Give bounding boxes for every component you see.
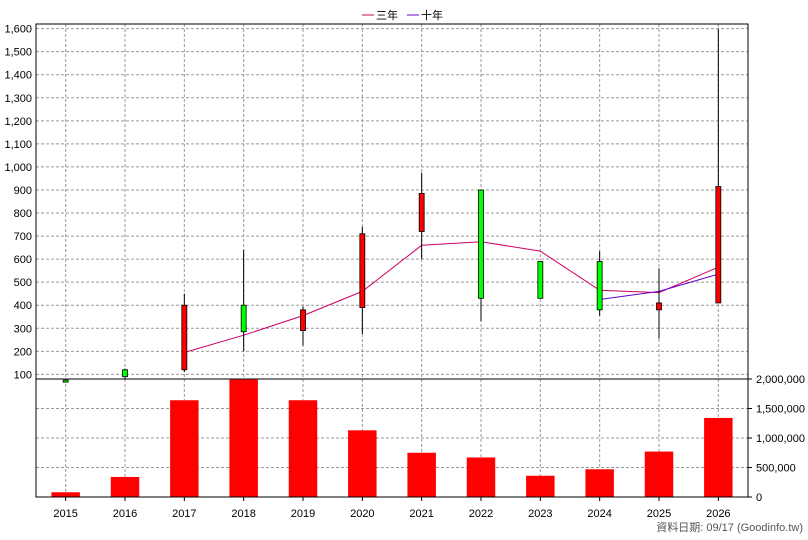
x-tick-label: 2021 [409, 508, 433, 520]
candle-body [359, 233, 366, 308]
volume-bar [288, 400, 318, 497]
legend-label-ten-year: 十年 [421, 8, 443, 22]
x-axis: 2015 2016 2017 2018 2019 2020 2021 2022 2023 2024… [53, 497, 731, 520]
price-y-axis: 100 200 300 400 500 600 700 800 900 1,000 1,100 1,2… [4, 24, 32, 382]
moving-average-line [184, 241, 719, 353]
volume-bar [466, 457, 496, 497]
volume-bar [644, 451, 674, 497]
footer-source: 資料日期: 09/17 (Goodinfo.tw) [656, 520, 803, 534]
volume-tick-label: 1,000,000 [756, 433, 805, 445]
volume-grid [36, 378, 748, 498]
candles [62, 28, 722, 383]
price-tick-label: 800 [14, 208, 32, 220]
candle-body [478, 189, 484, 299]
price-tick-label: 100 [14, 369, 32, 381]
price-plot-frame [35, 23, 749, 380]
volume-bar [526, 475, 555, 497]
price-tick-label: 1,300 [4, 93, 32, 105]
price-tick-label: 500 [14, 277, 32, 289]
x-tick-label: 2026 [706, 508, 730, 520]
volume-tick-label: 500,000 [756, 463, 796, 475]
price-tick-label: 1,500 [4, 47, 32, 59]
price-tick-label: 700 [14, 231, 32, 243]
volume-tick-label: 1,500,000 [756, 404, 805, 416]
legend-label-three-year: 三年 [376, 8, 398, 22]
candle-body [122, 369, 128, 378]
candle-body [62, 379, 69, 383]
x-tick-label: 2020 [350, 508, 374, 520]
x-tick-label: 2022 [469, 508, 493, 520]
price-tick-label: 1,200 [4, 116, 32, 128]
volume-bar [407, 452, 436, 497]
candle-body [596, 261, 603, 311]
candle-body [181, 304, 188, 371]
volume-bar [229, 379, 258, 497]
price-tick-label: 1,100 [4, 139, 32, 151]
candle-body [418, 193, 425, 232]
volume-bar [585, 469, 614, 497]
x-tick-label: 2018 [231, 508, 255, 520]
price-tick-label: 600 [14, 254, 32, 266]
candle-body [300, 309, 306, 331]
price-tick-label: 200 [14, 346, 32, 358]
volume-tick-label: 2,000,000 [756, 374, 805, 386]
x-tick-label: 2023 [528, 508, 552, 520]
price-tick-label: 1,400 [4, 70, 32, 82]
volume-bar [170, 400, 199, 497]
price-tick-label: 300 [14, 323, 32, 335]
plot-frames [35, 23, 749, 498]
x-tick-label: 2017 [172, 508, 196, 520]
candle-body [656, 302, 662, 311]
x-tick-label: 2016 [113, 508, 137, 520]
legend: 三年 十年 [362, 8, 443, 22]
candle-body [240, 304, 247, 333]
x-tick-label: 2025 [647, 508, 671, 520]
volume-bar [348, 430, 377, 497]
volume-bar [110, 476, 140, 497]
price-grid [36, 24, 748, 379]
candle-body [537, 261, 544, 299]
x-tick-label: 2019 [291, 508, 315, 520]
x-tick-label: 2024 [587, 508, 611, 520]
volume-bars [51, 379, 733, 497]
candle-body [715, 186, 722, 304]
price-tick-label: 1,000 [4, 162, 32, 174]
price-tick-label: 400 [14, 300, 32, 312]
volume-y-axis: 0 500,000 1,000,000 1,500,000 2,000,000 [748, 374, 805, 504]
volume-plot-frame [35, 378, 749, 498]
price-tick-label: 900 [14, 185, 32, 197]
volume-bar [704, 417, 733, 497]
volume-bar [51, 492, 80, 497]
x-tick-label: 2015 [53, 508, 77, 520]
volume-tick-label: 0 [756, 492, 762, 504]
price-tick-label: 1,600 [4, 24, 32, 36]
moving-average-lines [184, 241, 719, 353]
